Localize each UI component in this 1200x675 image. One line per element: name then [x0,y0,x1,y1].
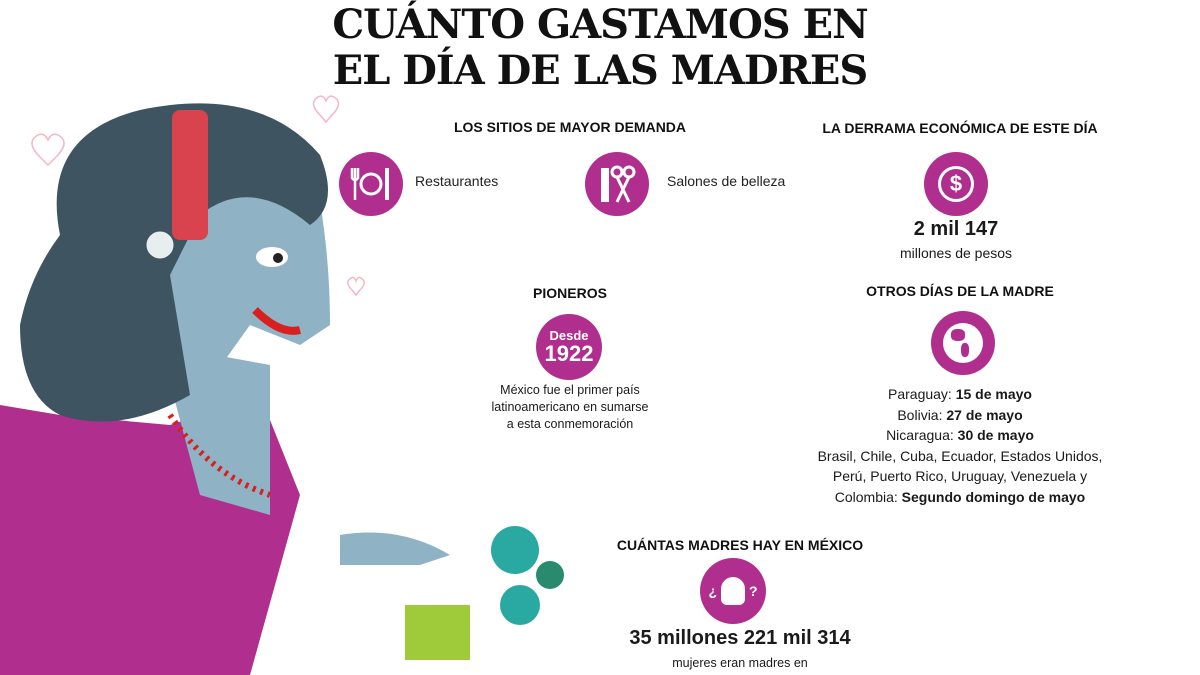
since-badge: Desde 1922 [536,314,602,380]
heart-icon [31,133,65,167]
mother-illustration [0,95,564,675]
country: Nicaragua: [886,427,958,443]
country-row: Nicaragua: 30 de mayo [790,425,1130,446]
heart-icon [312,95,340,124]
madres-text: mujeres eran madres en [672,656,808,670]
sitio-label: Restaurantes [415,173,499,189]
country: Paraguay: [888,386,956,402]
derrama-heading: LA DERRAMA ECONÓMICA DE ESTE DÍA [822,120,1098,136]
page-title: CUÁNTO GASTAMOS EN EL DÍA DE LAS MADRES [300,2,900,94]
pioneros-text: México fue el primer país latinoamerican… [460,382,680,433]
otros-heading: OTROS DÍAS DE LA MADRE [866,283,1054,299]
sitio-label: Salones de belleza [667,173,786,189]
country-row: Colombia: Segundo domingo de mayo [790,487,1130,508]
madres-value: 35 millones 221 mil 314 [629,627,851,649]
date: 30 de mayo [957,427,1034,443]
badge-label: Desde [549,327,589,343]
text-line: latinoamericano en sumarse [491,400,649,414]
plate-cutlery-icon [339,152,403,216]
country-list-line: Brasil, Chile, Cuba, Ecuador, Estados Un… [817,447,1103,464]
mother-question-icon: ¿? [700,558,766,624]
badge-year: 1922 [544,340,594,366]
date: 15 de mayo [955,386,1032,402]
derrama-unit: millones de pesos [899,245,1013,261]
country-list-line: Perú, Puerto Rico, Uruguay, Venezuela y [832,468,1088,484]
text-line: México fue el primer país [500,383,640,397]
madres-heading: CUÁNTAS MADRES HAY EN MÉXICO [616,537,864,553]
heart-icon [347,276,365,297]
comb-scissors-icon [585,152,649,216]
date: 27 de mayo [946,406,1023,423]
country-row: Bolivia: 27 de mayo [790,405,1130,426]
derrama-value: 2 mil 147 [913,218,999,240]
country-row: Paraguay: 15 de mayo [790,384,1130,405]
globe-icon [931,311,995,375]
title-line-1: CUÁNTO GASTAMOS EN [332,1,868,48]
country: Colombia: [834,488,902,505]
pioneros-heading: PIONEROS [533,285,607,301]
title-line-2: EL DÍA DE LAS MADRES [332,47,869,94]
otros-list: Paraguay: 15 de mayo Bolivia: 27 de mayo… [790,384,1130,507]
date: Segundo domingo de mayo [901,488,1086,505]
dollar-icon: $ [924,152,988,216]
country: Bolivia: [897,406,947,423]
text-line: a esta conmemoración [506,417,634,431]
sitios-heading: LOS SITIOS DE MAYOR DEMANDA [453,119,687,135]
